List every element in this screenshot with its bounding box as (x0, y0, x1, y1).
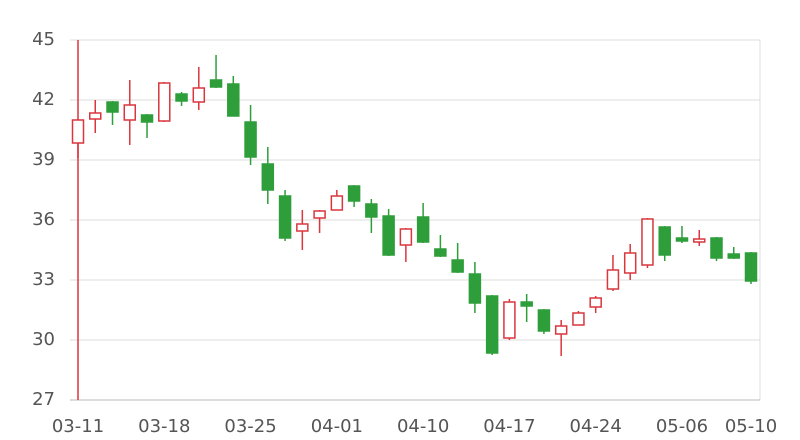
candle-body (89, 112, 102, 120)
candle-body (330, 195, 344, 211)
y-tick-label: 33 (32, 269, 55, 290)
candle-body (692, 238, 706, 243)
candle-body (347, 185, 361, 202)
candle-body (261, 163, 275, 191)
x-tick-label: 05-10 (725, 416, 777, 437)
candle-body (71, 119, 85, 144)
candle-body (537, 309, 551, 332)
y-tick-label: 30 (32, 329, 55, 350)
x-tick-label: 04-24 (570, 416, 622, 437)
candle-body (727, 253, 740, 259)
candle-body (468, 273, 482, 304)
candle-body (365, 203, 378, 218)
candle-body (623, 252, 637, 274)
candle-body (451, 259, 464, 273)
x-tick-label: 04-01 (311, 416, 363, 437)
x-tick-label: 03-11 (52, 416, 104, 437)
candle-body (278, 195, 292, 239)
candle-body (485, 295, 499, 354)
candle-body (123, 104, 137, 121)
candle-body (710, 237, 723, 259)
candle-body (520, 301, 533, 307)
candle-body (554, 325, 568, 335)
candle-body (641, 218, 654, 266)
candle-body (192, 87, 206, 103)
candle-body (106, 101, 119, 113)
x-tick-label: 04-17 (483, 416, 535, 437)
candle-body (140, 114, 154, 123)
y-tick-label: 45 (32, 29, 55, 50)
candle-body (658, 226, 671, 256)
x-tick-label: 03-18 (138, 416, 190, 437)
y-tick-label: 39 (32, 149, 55, 170)
candle-body (589, 297, 602, 308)
y-tick-label: 42 (32, 89, 55, 110)
candle-body (227, 83, 240, 117)
candle-body (572, 312, 585, 326)
candle-body (209, 79, 223, 88)
candle-body (296, 223, 309, 232)
candle-body (313, 210, 326, 219)
candle-body (382, 215, 395, 256)
candle-body (503, 301, 516, 339)
candle-body (158, 82, 171, 122)
candle-body (399, 228, 413, 246)
y-tick-label: 27 (32, 389, 55, 410)
x-tick-label: 03-25 (224, 416, 276, 437)
candle-body (416, 216, 430, 243)
candle-body (744, 252, 758, 282)
candle-body (434, 248, 447, 257)
candle-body (606, 269, 620, 290)
candle-body (175, 93, 188, 102)
x-tick-label: 04-10 (397, 416, 449, 437)
candle-body (244, 121, 257, 158)
candle-body (675, 237, 689, 242)
y-tick-label: 36 (32, 209, 55, 230)
x-tick-label: 05-06 (656, 416, 708, 437)
